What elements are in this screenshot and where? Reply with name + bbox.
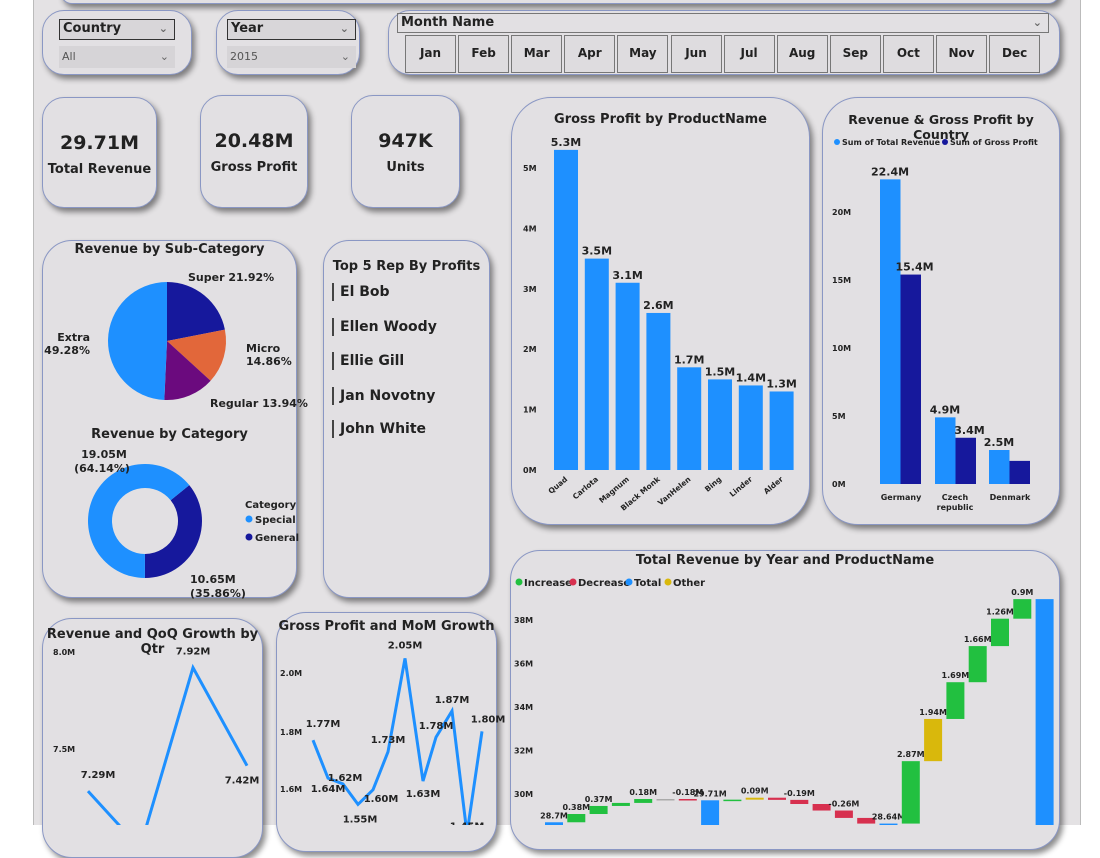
kpi-label: Gross Profit [201, 160, 307, 175]
chevron-down-icon: ⌄ [1033, 14, 1042, 32]
month-button-nov[interactable]: Nov [936, 35, 987, 73]
chevron-down-icon: ⌄ [160, 46, 169, 68]
rep-item: Ellen Woody [332, 318, 437, 336]
chart-title: Revenue and QoQ Growth by Qtr [43, 627, 262, 657]
top-reps-title: Top 5 Rep By Profits [324, 259, 489, 274]
month-slicer-header: Month Name ⌄ [397, 13, 1049, 33]
category-charts-card: Revenue by Sub-Category Revenue by Categ… [42, 240, 297, 598]
country-value: All [62, 50, 76, 63]
country-dropdown[interactable]: All ⌄ [59, 46, 175, 68]
rep-item: Jan Novotny [332, 387, 435, 405]
gross-profit-mom-card: Gross Profit and MoM Growth [276, 612, 497, 852]
gross-profit-by-product-card: Gross Profit by ProductName [511, 97, 810, 525]
category-chart-title: Revenue by Category [43, 427, 296, 442]
rep-item: John White [332, 420, 426, 438]
chart-title: Total Revenue by Year and ProductName [511, 553, 1059, 568]
kpi-total-revenue: 29.71M Total Revenue [42, 97, 157, 208]
chart-title: Gross Profit and MoM Growth [277, 619, 496, 634]
month-button-apr[interactable]: Apr [564, 35, 615, 73]
kpi-gross-profit: 20.48M Gross Profit [200, 95, 308, 208]
month-button-feb[interactable]: Feb [458, 35, 509, 73]
month-button-jun[interactable]: Jun [671, 35, 722, 73]
month-button-mar[interactable]: Mar [511, 35, 562, 73]
country-slicer-header: Country ⌄ [59, 19, 175, 40]
month-button-sep[interactable]: Sep [830, 35, 881, 73]
year-slicer-header: Year ⌄ [227, 19, 356, 40]
month-button-jan[interactable]: Jan [405, 35, 456, 73]
kpi-value: 20.48M [201, 130, 307, 152]
month-label: Month Name [401, 15, 494, 30]
year-slicer[interactable]: Year ⌄ 2015 ⌄ [216, 10, 360, 75]
month-button-jul[interactable]: Jul [724, 35, 775, 73]
month-button-aug[interactable]: Aug [777, 35, 828, 73]
year-dropdown[interactable]: 2015 ⌄ [227, 46, 356, 68]
waterfall-card: Total Revenue by Year and ProductName [510, 550, 1060, 850]
rep-item: El Bob [332, 283, 390, 301]
kpi-value: 29.71M [43, 132, 156, 154]
chevron-down-icon: ⌄ [159, 20, 168, 38]
month-button-dec[interactable]: Dec [989, 35, 1040, 73]
year-label: Year [231, 21, 263, 36]
revenue-gp-by-country-card: Revenue & Gross Profit by Country [822, 97, 1060, 525]
top-reps-card: Top 5 Rep By Profits El Bob Ellen Woody El… [323, 240, 490, 598]
top-banner-card [60, 0, 1060, 4]
country-slicer[interactable]: Country ⌄ All ⌄ [42, 10, 192, 75]
chevron-down-icon: ⌄ [340, 20, 349, 38]
country-label: Country [63, 21, 121, 36]
revenue-qoq-card: Revenue and QoQ Growth by Qtr [42, 618, 263, 858]
chart-title: Gross Profit by ProductName [512, 112, 809, 127]
rep-item: Ellie Gill [332, 352, 404, 370]
subcategory-chart-title: Revenue by Sub-Category [43, 242, 296, 257]
kpi-value: 947K [352, 130, 459, 152]
month-button-oct[interactable]: Oct [883, 35, 934, 73]
chevron-down-icon: ⌄ [341, 46, 350, 68]
year-value: 2015 [230, 50, 258, 63]
month-button-may[interactable]: May [617, 35, 668, 73]
kpi-label: Total Revenue [43, 162, 156, 177]
kpi-label: Units [352, 160, 459, 175]
kpi-units: 947K Units [351, 95, 460, 208]
chart-title: Revenue & Gross Profit by Country [823, 112, 1059, 142]
